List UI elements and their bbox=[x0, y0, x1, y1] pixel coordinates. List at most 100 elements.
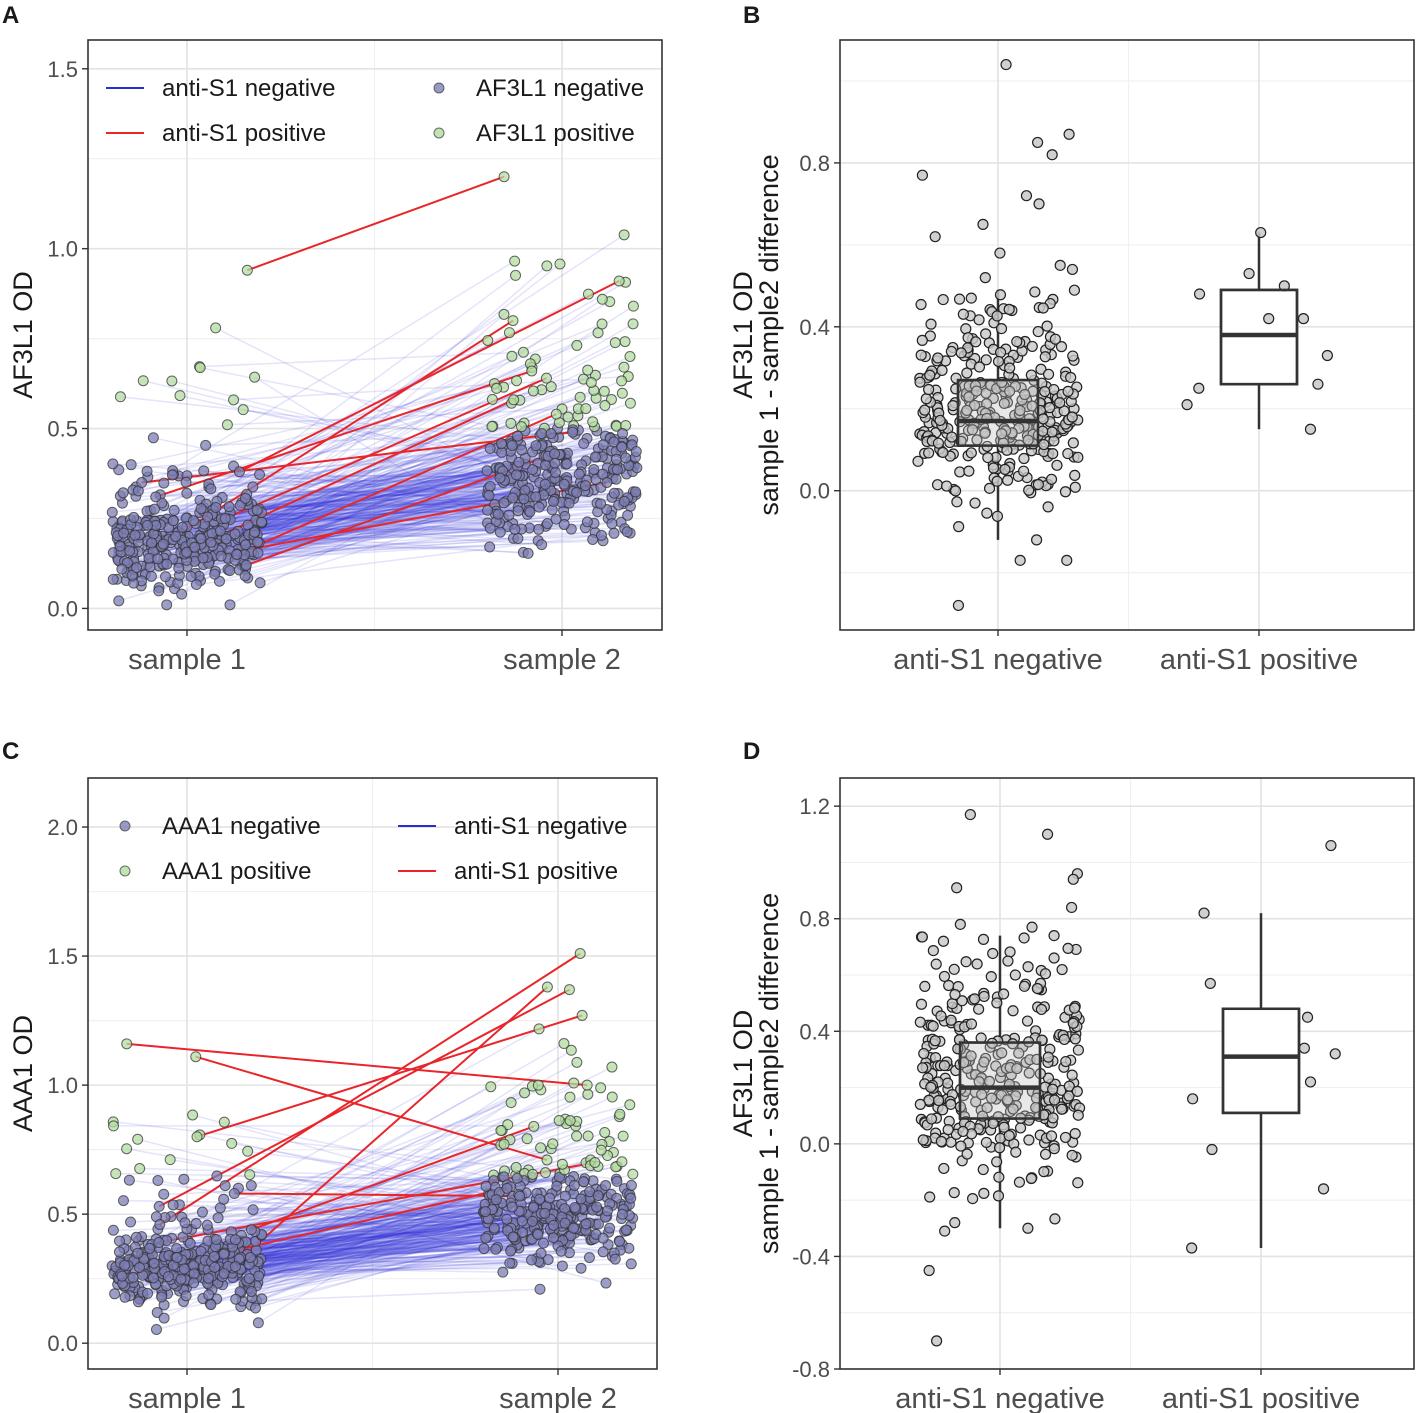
data-point bbox=[510, 269, 522, 281]
negative-pair-line bbox=[208, 1249, 621, 1271]
data-point bbox=[544, 1192, 556, 1204]
data-point bbox=[582, 1130, 594, 1142]
data-point bbox=[1039, 968, 1052, 980]
data-point bbox=[178, 1263, 190, 1275]
data-point bbox=[925, 318, 937, 330]
data-point bbox=[241, 264, 253, 276]
data-point bbox=[113, 595, 125, 607]
data-point bbox=[114, 391, 126, 403]
y-tick-label: 0.4 bbox=[799, 1019, 830, 1044]
data-point bbox=[1048, 1094, 1061, 1106]
y-tick-label: 1.0 bbox=[47, 1073, 78, 1098]
data-point bbox=[116, 563, 128, 575]
data-point bbox=[1067, 437, 1079, 449]
data-point bbox=[938, 970, 951, 983]
data-point bbox=[480, 1180, 492, 1192]
data-point bbox=[218, 1193, 230, 1205]
data-point bbox=[936, 364, 948, 376]
negative-pair-line bbox=[244, 522, 488, 542]
negative-pair-line bbox=[259, 1263, 632, 1275]
negative-pair-line bbox=[215, 1113, 621, 1248]
data-point bbox=[160, 571, 172, 583]
box-positive bbox=[1186, 839, 1341, 1254]
data-point bbox=[1039, 351, 1051, 363]
data-point bbox=[254, 468, 266, 480]
box-outline bbox=[958, 1041, 1042, 1120]
data-point bbox=[547, 1232, 559, 1244]
data-point bbox=[992, 355, 1005, 368]
negative-pair-line bbox=[161, 398, 493, 504]
data-point bbox=[1063, 128, 1075, 140]
data-point bbox=[233, 466, 245, 478]
data-point bbox=[919, 404, 931, 416]
negative-pair-line bbox=[239, 1237, 554, 1260]
data-point bbox=[588, 464, 600, 476]
data-point bbox=[176, 521, 188, 533]
data-point bbox=[190, 579, 202, 591]
data-point bbox=[980, 354, 992, 366]
negative-pair-line bbox=[245, 1135, 589, 1287]
negative-pair-line bbox=[261, 511, 501, 533]
x-tick-label: sample 2 bbox=[499, 1383, 617, 1413]
data-point bbox=[968, 993, 981, 1005]
data-point bbox=[992, 1190, 1005, 1202]
legend-label: AF3L1 negative bbox=[476, 75, 644, 102]
data-point bbox=[937, 935, 950, 947]
negative-pair-line bbox=[200, 366, 493, 427]
negative-pair-line bbox=[203, 470, 496, 515]
data-point bbox=[249, 526, 261, 538]
data-point bbox=[949, 1217, 961, 1229]
data-point bbox=[619, 336, 631, 348]
data-point bbox=[1031, 982, 1043, 995]
data-point bbox=[953, 293, 966, 305]
data-point bbox=[150, 491, 162, 503]
data-point bbox=[967, 1192, 979, 1205]
data-point bbox=[245, 1285, 257, 1297]
data-point bbox=[951, 882, 963, 894]
data-point bbox=[197, 552, 209, 564]
x-tick-label: sample 2 bbox=[503, 644, 621, 676]
data-point bbox=[150, 1324, 162, 1336]
data-point bbox=[161, 599, 173, 611]
data-point bbox=[1181, 399, 1193, 411]
data-point bbox=[480, 1232, 492, 1244]
data-point bbox=[1019, 388, 1031, 401]
data-point bbox=[118, 527, 130, 539]
negative-pair-line bbox=[153, 437, 548, 525]
data-point bbox=[965, 292, 977, 304]
data-point bbox=[1007, 1005, 1019, 1017]
negative-pair-line bbox=[210, 489, 526, 544]
data-point bbox=[556, 1260, 568, 1272]
data-point bbox=[541, 260, 553, 272]
data-point bbox=[484, 480, 496, 492]
negative-pair-line bbox=[231, 1049, 572, 1274]
data-point bbox=[942, 1124, 954, 1136]
box-negative bbox=[912, 58, 1084, 612]
data-point bbox=[608, 527, 620, 539]
data-point bbox=[515, 421, 527, 433]
data-point bbox=[1014, 1122, 1027, 1134]
data-point bbox=[503, 327, 515, 339]
data-point bbox=[979, 427, 991, 439]
data-point bbox=[527, 464, 539, 476]
data-point bbox=[915, 998, 928, 1010]
data-point bbox=[228, 1188, 240, 1200]
data-point bbox=[481, 465, 493, 477]
negative-pair-line bbox=[173, 470, 503, 541]
data-point bbox=[498, 171, 510, 183]
data-point bbox=[121, 1143, 133, 1155]
data-point bbox=[963, 391, 975, 403]
data-point bbox=[507, 1231, 519, 1243]
data-point bbox=[127, 1271, 139, 1283]
data-point bbox=[536, 539, 548, 551]
data-point bbox=[550, 513, 562, 525]
data-point bbox=[133, 1261, 145, 1273]
data-point bbox=[108, 1120, 120, 1132]
data-point bbox=[571, 339, 583, 351]
data-point bbox=[1059, 1131, 1072, 1144]
data-point bbox=[915, 298, 927, 311]
data-point bbox=[223, 501, 235, 513]
negative-pair-line bbox=[254, 1237, 514, 1271]
data-point bbox=[498, 497, 510, 509]
data-point bbox=[1066, 1069, 1078, 1081]
